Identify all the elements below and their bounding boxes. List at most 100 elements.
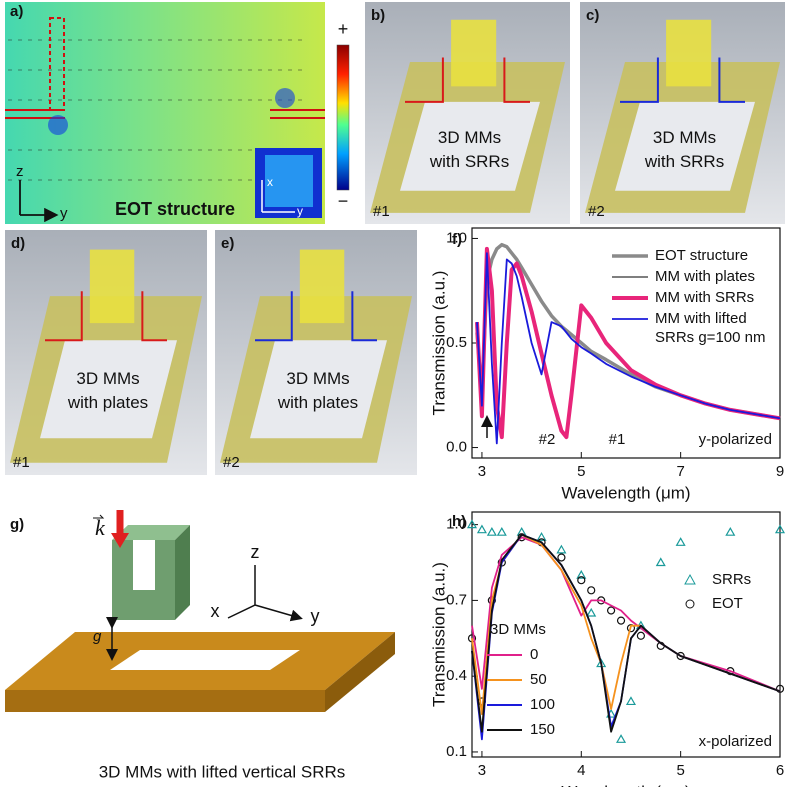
panel-label: g) (10, 516, 24, 533)
y-tick-label: 0.5 (446, 334, 467, 351)
marker (476, 524, 487, 534)
annotation: #2 (539, 431, 556, 448)
legend-label-box: MM with plates (655, 268, 755, 285)
resonator (666, 19, 712, 87)
resonator (89, 249, 135, 324)
marker (557, 553, 566, 562)
panel-label: d) (11, 235, 25, 252)
mode-label: #2 (223, 454, 240, 471)
panel-label: f) (452, 231, 462, 248)
panel-label: a) (10, 3, 23, 20)
axis-label: y (60, 205, 68, 222)
marker (655, 557, 666, 567)
legend-title: 3D MMs (490, 621, 546, 638)
y-tick-label: 0.4 (446, 667, 467, 684)
window (615, 101, 755, 191)
panel-a: x y z y EOT structure a) + − (5, 2, 350, 224)
x-axis-label: Wavelength (μm) (561, 782, 690, 787)
k-label: k (95, 515, 106, 540)
annotation: x-polarized (699, 733, 772, 750)
panel-label: h) (452, 513, 466, 530)
current-arrows (45, 291, 167, 342)
inset-axis-label: x (267, 175, 273, 189)
window (250, 340, 387, 439)
marker (615, 734, 627, 743)
panel-label: b) (371, 7, 385, 24)
y-tick-label: 0.1 (446, 743, 467, 760)
marker (586, 607, 597, 617)
x-axis-label: Wavelength (μm) (561, 483, 690, 502)
window (40, 340, 177, 439)
annotation: #1 (609, 431, 626, 448)
legend-label-box: EOT structure (655, 247, 749, 264)
axis-label: z (16, 163, 24, 180)
y-tick-label: 0.7 (446, 591, 467, 608)
mode-label: #1 (373, 203, 390, 220)
ring-hole (110, 650, 300, 670)
panel-text: 3D MMs with SRRs (429, 128, 510, 172)
legend-label: EOT (712, 595, 743, 612)
axis-label: z (251, 542, 260, 562)
caption: 3D MMs with lifted vertical SRRs (99, 762, 346, 781)
current-arrows (620, 57, 745, 103)
colorbar-label: − (338, 191, 349, 211)
series-line (476, 252, 781, 445)
y-tick-label: 1.0 (446, 516, 467, 533)
x-tick-label: 6 (776, 762, 784, 779)
mode-label: #2 (588, 203, 605, 220)
marker (576, 569, 587, 579)
render-panels: b) 3D MMs with SRRs #1 c) 3D MMs with SRRs #2… (5, 2, 785, 475)
annotation: y-polarized (699, 431, 772, 448)
axis-label: x (211, 601, 220, 621)
current-arrows (405, 57, 530, 103)
x-tick-label: 7 (676, 463, 684, 480)
window (400, 101, 540, 191)
vector-arrow (93, 514, 105, 519)
legend-marker (684, 573, 696, 585)
colorbar (336, 44, 350, 191)
panel-text-box: 3D MMs with plates (68, 369, 148, 412)
marker (774, 524, 786, 534)
y-tick-label: 1.0 (446, 229, 467, 246)
axes-arrows (19, 180, 55, 215)
legend-label: 150 (530, 721, 555, 738)
colorbar-label: + (338, 19, 349, 39)
marker (616, 616, 626, 625)
series-line (471, 533, 781, 733)
k-arrowhead (111, 533, 129, 548)
chart: h) 3 4 5 6 0.1 0.4 0.7 1.0 Wavelength (μm) Transmi… (429, 511, 786, 787)
marker (676, 651, 685, 661)
x-tick-label: 5 (676, 762, 684, 779)
legend-marker (685, 599, 695, 609)
inset-axes (261, 180, 295, 213)
x-tick-label: 3 (478, 762, 486, 779)
current-arrows (255, 291, 377, 342)
resonator (299, 249, 345, 324)
y-axis-label: Transmission (a.u.) (429, 271, 448, 416)
field-hotspot (48, 115, 68, 135)
chart: f) 3 5 7 9 0.0 0.5 1.0 Wavelength (μm) Transmissi… (429, 227, 784, 502)
x-tick-label: 3 (478, 463, 486, 480)
x-tick-label: 4 (577, 762, 585, 779)
legend-label: 0 (530, 646, 538, 663)
inset-field (265, 155, 313, 207)
marker (626, 624, 636, 633)
legend-label: SRRs (712, 571, 751, 588)
legend-label-box: MM with SRRs (655, 289, 755, 306)
panel-text-box: 3D MMs with plates (278, 369, 358, 412)
y-axis-label: Transmission (a.u.) (429, 562, 448, 707)
resonator (451, 19, 497, 87)
field-hotspot (275, 88, 295, 108)
legend-label: MM with lifted SRRs g=100 nm (655, 310, 766, 346)
legend-label-box: MM with lifted SRRs g=100 nm (655, 310, 766, 346)
legend-label: EOT structure (655, 247, 749, 264)
legend-label: MM with SRRs (655, 289, 755, 306)
marker (606, 606, 616, 615)
marker (577, 576, 586, 585)
field-arrows (8, 39, 308, 181)
marker (636, 631, 646, 640)
panel-title: EOT structure (115, 199, 235, 219)
marker (775, 684, 785, 693)
y-tick-label: 0.0 (446, 439, 467, 456)
